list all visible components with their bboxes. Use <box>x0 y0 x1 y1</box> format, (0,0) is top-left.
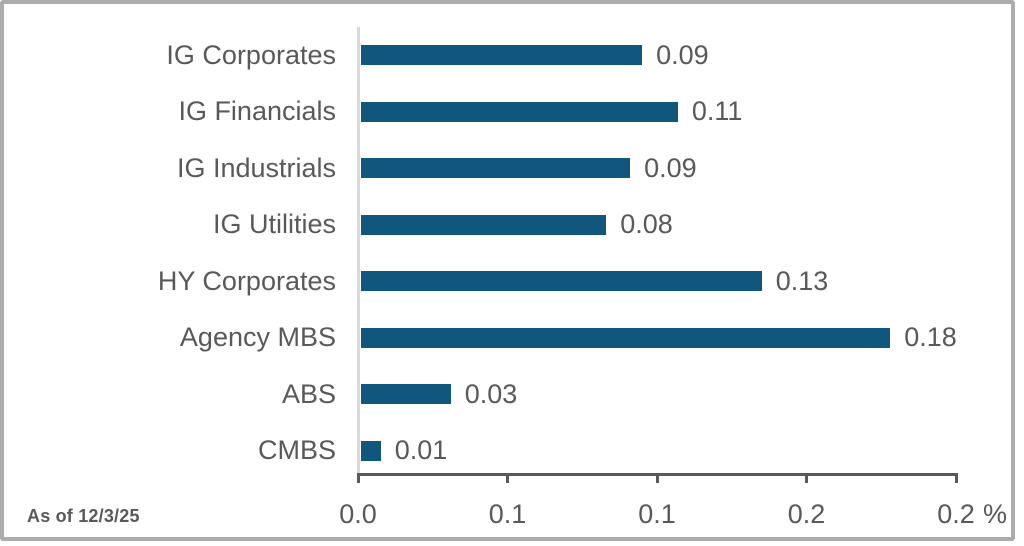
chart-row: ABS 0.03 <box>0 366 1010 423</box>
x-axis-unit-label: % <box>983 499 1008 529</box>
x-axis-tick-label: 0.1 <box>488 499 527 529</box>
x-axis-tick <box>356 473 360 483</box>
category-label: IG Corporates <box>166 39 336 70</box>
bar-wrap: 0.08 <box>361 211 673 238</box>
x-axis-tick-label: 0.2 <box>787 499 826 529</box>
x-axis-tick <box>954 473 958 483</box>
bar <box>361 440 381 461</box>
bar <box>361 101 678 122</box>
category-label: Agency MBS <box>179 322 336 353</box>
x-axis-tick <box>805 473 808 483</box>
category-label: IG Industrials <box>176 152 336 183</box>
bar <box>361 327 891 348</box>
value-label: 0.13 <box>775 265 829 296</box>
category-label: IG Financials <box>178 96 336 127</box>
bar <box>361 45 643 66</box>
value-label: 0.11 <box>691 96 743 127</box>
category-label: IG Utilities <box>212 209 336 240</box>
chart-row: IG Financials 0.11 <box>0 84 1010 141</box>
x-axis-tick-label: 0.1 <box>638 499 676 529</box>
x-axis-tick <box>506 473 509 483</box>
chart-row: IG Utilities 0.08 <box>0 197 1010 254</box>
bar-wrap: 0.03 <box>361 378 518 409</box>
bar <box>361 214 607 235</box>
chart-row: HY Corporates 0.13 <box>0 253 1010 310</box>
chart-row: IG Corporates 0.09 <box>0 27 1010 84</box>
y-axis-zero-line <box>357 27 360 474</box>
value-label: 0.09 <box>644 152 697 183</box>
bar <box>361 271 762 292</box>
value-label: 0.09 <box>656 39 709 70</box>
bar-wrap: 0.13 <box>361 265 829 296</box>
bar <box>361 384 451 405</box>
bar-wrap: 0.18 <box>361 324 957 351</box>
category-label: CMBS <box>257 435 336 466</box>
bar-wrap: 0.01 <box>361 437 447 464</box>
bar <box>361 158 631 179</box>
as-of-date: As of 12/3/25 <box>27 506 140 526</box>
bar-wrap: 0.09 <box>361 39 709 70</box>
x-axis-tick-label: 0.0 <box>339 499 377 529</box>
category-label: HY Corporates <box>157 265 336 296</box>
chart-row: IG Industrials 0.09 <box>0 140 1010 197</box>
category-label: ABS <box>281 378 336 409</box>
chart-rows: IG Corporates 0.09 IG Financials 0.11 IG… <box>0 27 1010 479</box>
bar-wrap: 0.11 <box>361 98 742 125</box>
value-label: 0.01 <box>394 435 448 466</box>
x-axis-tick <box>655 473 659 483</box>
bar-wrap: 0.09 <box>361 152 697 183</box>
value-label: 0.08 <box>620 209 673 240</box>
value-label: 0.18 <box>904 322 957 353</box>
x-axis-tick-label: 0.2 <box>937 499 975 529</box>
chart-row: Agency MBS 0.18 <box>0 310 1010 367</box>
chart-row: CMBS 0.01 <box>0 423 1010 480</box>
value-label: 0.03 <box>464 378 518 409</box>
